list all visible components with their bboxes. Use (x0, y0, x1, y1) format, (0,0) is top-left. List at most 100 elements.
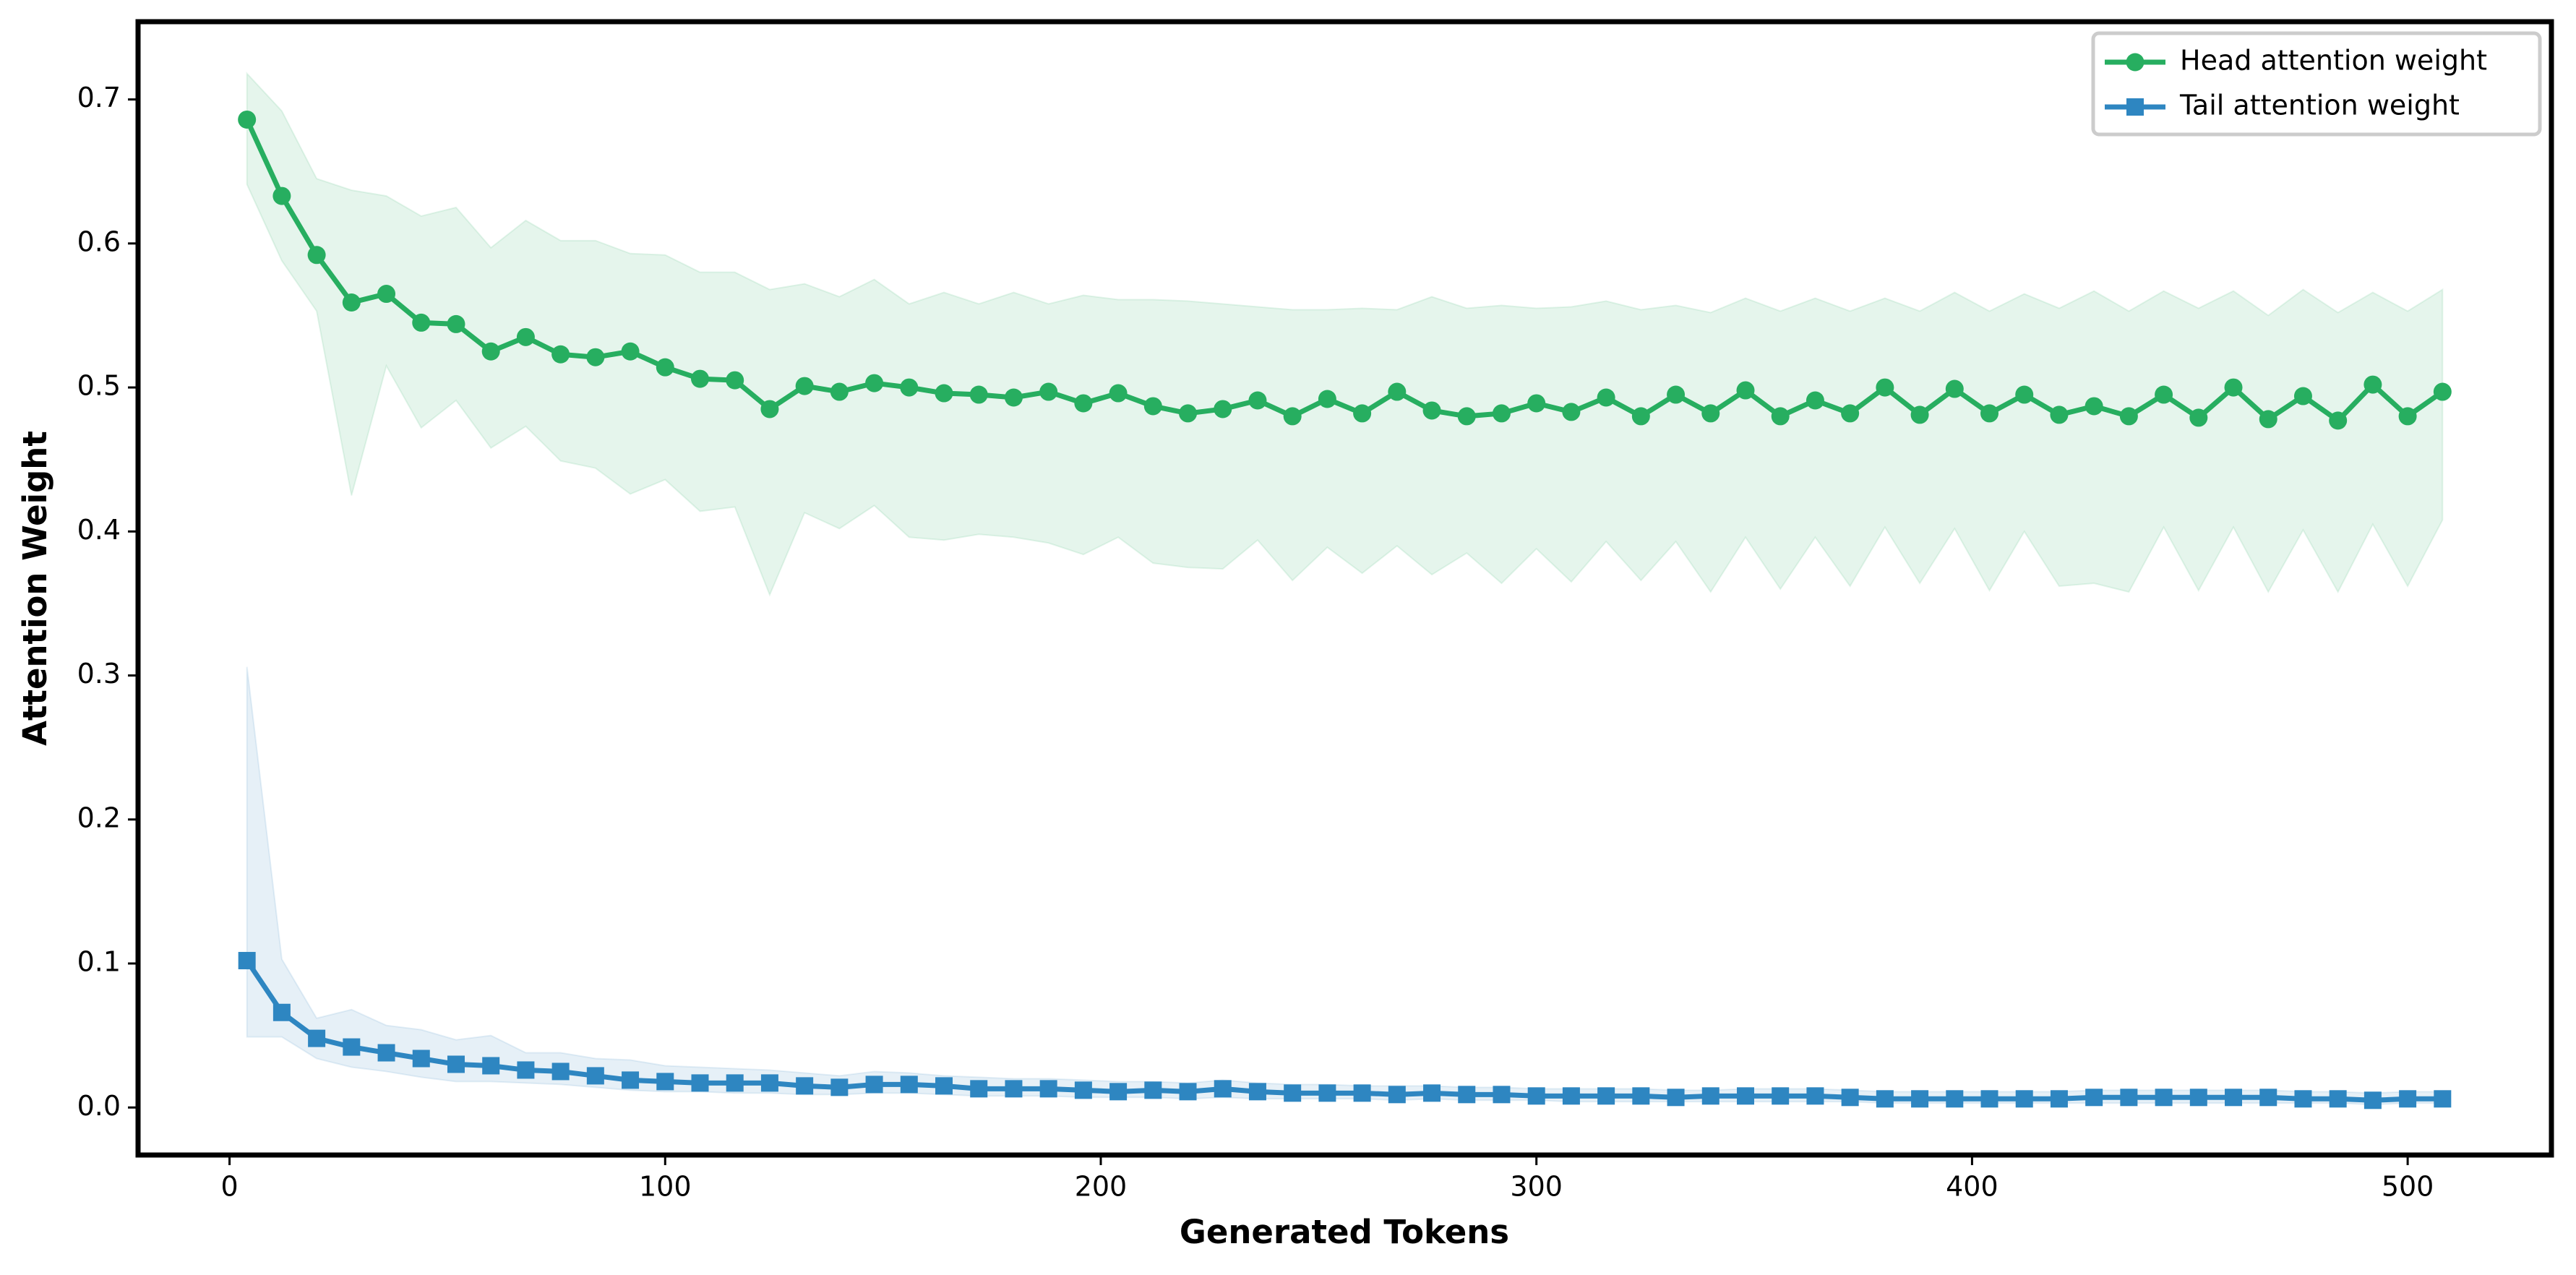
marker (2225, 1089, 2243, 1107)
y-axis-label: Attention Weight (16, 431, 54, 746)
marker (2398, 407, 2417, 426)
marker (342, 293, 361, 312)
marker (272, 1003, 291, 1021)
marker (238, 110, 257, 129)
marker (1701, 1087, 1720, 1105)
marker (1353, 404, 1372, 423)
marker (2399, 1090, 2417, 1108)
marker (1527, 394, 1546, 413)
marker (2050, 1090, 2068, 1108)
marker (1771, 407, 1790, 426)
marker (1841, 404, 1860, 423)
x-tick-label: 0 (220, 1171, 238, 1203)
marker (1980, 404, 1999, 423)
marker (1422, 401, 1441, 420)
marker (2120, 1089, 2138, 1107)
marker (900, 1076, 918, 1094)
marker (377, 1044, 395, 1062)
marker (1876, 378, 1894, 397)
marker (726, 1074, 744, 1092)
marker (2050, 405, 2069, 424)
marker (447, 314, 465, 333)
marker (586, 348, 605, 366)
marker (1806, 391, 1824, 410)
marker (1597, 388, 1615, 407)
marker (1004, 388, 1023, 407)
marker (1214, 1080, 1232, 1098)
marker (2224, 378, 2243, 397)
marker (586, 1067, 604, 1085)
marker (1527, 1087, 1545, 1105)
marker (412, 1049, 430, 1068)
legend-marker (2126, 98, 2144, 116)
marker (2364, 375, 2382, 394)
marker (935, 384, 953, 403)
marker (1562, 1087, 1580, 1105)
marker (481, 342, 500, 361)
marker (2259, 410, 2277, 429)
marker (1736, 1087, 1754, 1105)
marker (516, 327, 535, 346)
marker (1283, 407, 1302, 426)
marker (1910, 405, 1929, 424)
plot-frame (135, 19, 2554, 1158)
marker (1736, 381, 1755, 400)
marker (830, 1078, 849, 1096)
x-tick-label: 500 (2382, 1171, 2434, 1203)
y-tick-label: 0.0 (77, 1090, 121, 1122)
marker (1214, 400, 1232, 418)
x-tick-label: 200 (1075, 1171, 1128, 1203)
marker (1946, 1090, 1964, 1108)
marker (1945, 379, 1964, 398)
marker (2189, 408, 2208, 427)
marker (900, 378, 919, 397)
error-band (246, 72, 2444, 597)
y-tick-label: 0.2 (77, 802, 121, 833)
marker (796, 1077, 814, 1095)
marker (2085, 397, 2103, 416)
marker (2155, 385, 2173, 404)
marker (1039, 382, 1058, 401)
marker (2259, 1089, 2277, 1107)
marker (238, 952, 256, 970)
marker (1562, 403, 1581, 421)
y-tick-label: 0.5 (77, 370, 121, 402)
marker (1667, 385, 1686, 404)
marker (1493, 1086, 1511, 1104)
marker (656, 358, 674, 377)
marker (1876, 1090, 1894, 1108)
marker (272, 186, 291, 205)
marker (2294, 1090, 2312, 1108)
marker (1457, 407, 1476, 426)
marker (1423, 1084, 1441, 1102)
marker (1388, 1086, 1406, 1104)
marker (2189, 1089, 2207, 1107)
marker (1039, 1080, 1057, 1098)
marker (656, 1073, 674, 1091)
marker (622, 1071, 640, 1089)
legend-label: Head attention weight (2180, 45, 2487, 77)
marker (1632, 1087, 1650, 1105)
marker (621, 342, 640, 361)
marker (760, 1074, 778, 1092)
marker (2293, 387, 2312, 405)
marker (1284, 1084, 1302, 1102)
error-band (246, 666, 2444, 1106)
marker (377, 285, 396, 304)
marker (482, 1057, 500, 1075)
marker (308, 1029, 326, 1047)
marker (343, 1038, 361, 1056)
marker (1667, 1089, 1685, 1107)
y-tick-label: 0.6 (77, 226, 121, 257)
marker (865, 374, 884, 392)
marker (1701, 404, 1720, 423)
x-axis-label: Generated Tokens (1180, 1213, 1509, 1251)
marker (2329, 1090, 2347, 1108)
y-tick-label: 0.3 (77, 658, 121, 690)
marker (551, 345, 570, 364)
marker (1353, 1084, 1371, 1102)
marker (1144, 1081, 1162, 1099)
marker (2433, 382, 2452, 401)
marker (1109, 384, 1128, 403)
